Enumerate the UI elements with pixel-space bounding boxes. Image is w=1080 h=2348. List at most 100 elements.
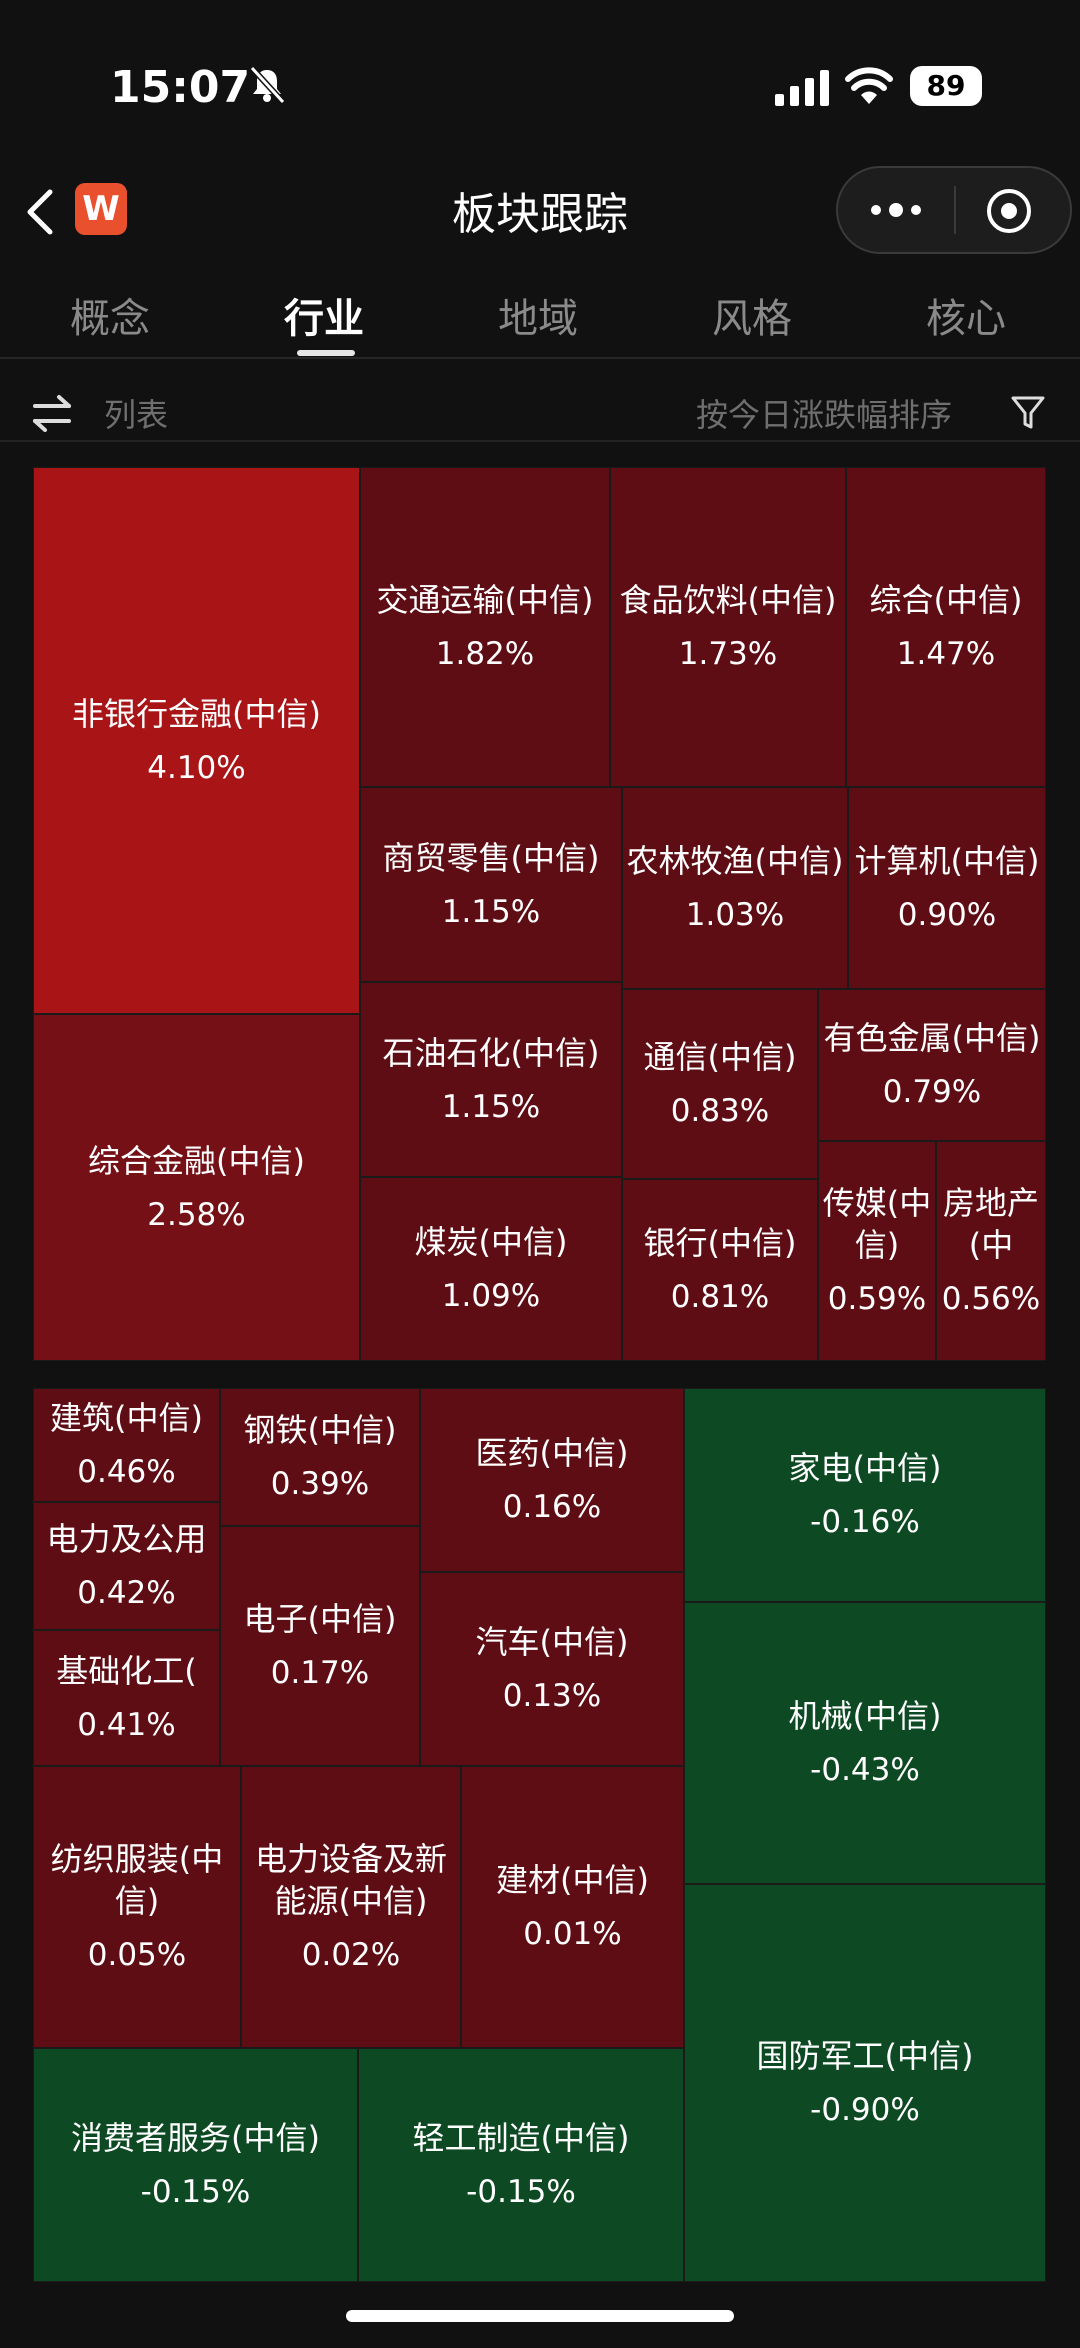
tile-name: 家电(中信): [788, 1449, 942, 1487]
treemap-tile[interactable]: 银行(中信) 0.81%: [622, 1179, 818, 1361]
sort-option[interactable]: 按今日涨跌幅排序: [696, 396, 953, 434]
tile-name: 机械(中信): [788, 1697, 942, 1735]
swap-view-icon[interactable]: [32, 394, 72, 432]
tile-change-percent: -0.15%: [466, 2174, 576, 2210]
treemap-tile[interactable]: 纺织服装(中信) 0.05%: [33, 1766, 241, 2048]
tile-name: 非银行金融(中信): [72, 694, 321, 733]
tile-name: 商贸零售(中信): [382, 838, 600, 877]
tab-industry[interactable]: 行业: [284, 296, 364, 342]
close-miniprogram-icon[interactable]: [986, 188, 1032, 234]
tile-name: 计算机(中信): [854, 842, 1040, 880]
treemap-tile[interactable]: 家电(中信) -0.16%: [684, 1388, 1046, 1602]
tile-change-percent: 0.16%: [502, 1489, 602, 1525]
tile-change-percent: 4.10%: [147, 749, 246, 786]
tab-concept[interactable]: 概念: [70, 296, 150, 342]
tile-change-percent: 0.46%: [77, 1454, 176, 1490]
page-title: 板块跟踪: [452, 189, 628, 240]
tile-change-percent: 1.82%: [435, 636, 535, 672]
tile-name: 电力及公用: [46, 1520, 207, 1558]
treemap-tile[interactable]: 医药(中信) 0.16%: [420, 1388, 684, 1572]
tile-name: 房地产(中: [942, 1184, 1039, 1264]
cellular-signal-icon: [775, 70, 829, 106]
tile-name: 传媒(中信): [822, 1184, 932, 1264]
list-view-toggle[interactable]: 列表: [104, 396, 169, 434]
tile-name: 汽车(中信): [475, 1623, 629, 1661]
treemap-tile[interactable]: 综合(中信) 1.47%: [846, 467, 1046, 787]
tile-change-percent: 0.01%: [523, 1916, 622, 1952]
treemap-tile[interactable]: 交通运输(中信) 1.82%: [360, 467, 610, 787]
tile-change-percent: -0.90%: [810, 2092, 920, 2128]
capsule-divider: [954, 186, 956, 234]
treemap-tile[interactable]: 轻工制造(中信) -0.15%: [358, 2048, 684, 2282]
tile-name: 有色金属(中信): [823, 1019, 1041, 1057]
treemap-tile[interactable]: 电子(中信) 0.17%: [220, 1526, 420, 1766]
treemap-tile[interactable]: 有色金属(中信) 0.79%: [818, 989, 1046, 1141]
active-tab-indicator: [297, 350, 355, 356]
tile-name: 钢铁(中信): [243, 1411, 397, 1449]
treemap-tile[interactable]: 计算机(中信) 0.90%: [848, 787, 1046, 989]
treemap-tile[interactable]: 建材(中信) 0.01%: [461, 1766, 684, 2048]
treemap-tile[interactable]: 国防军工(中信) -0.90%: [684, 1884, 1046, 2282]
tile-name: 电力设备及新能源(中信): [254, 1840, 447, 1920]
tile-change-percent: 2.58%: [147, 1196, 246, 1233]
treemap-tile[interactable]: 机械(中信) -0.43%: [684, 1602, 1046, 1884]
more-dots-icon[interactable]: [868, 200, 924, 220]
treemap-tile[interactable]: 农林牧渔(中信) 1.03%: [622, 787, 848, 989]
treemap-tile[interactable]: 基础化工( 0.41%: [33, 1630, 220, 1766]
bell-muted-icon: [249, 65, 286, 105]
treemap-tile[interactable]: 电力设备及新能源(中信) 0.02%: [241, 1766, 461, 2048]
tile-name: 煤炭(中信): [414, 1223, 568, 1261]
tab-region[interactable]: 地域: [498, 296, 578, 342]
treemap-tile[interactable]: 通信(中信) 0.83%: [622, 989, 818, 1179]
tile-change-percent: 1.47%: [896, 636, 996, 672]
home-indicator: [346, 2310, 734, 2322]
treemap-tile[interactable]: 食品饮料(中信) 1.73%: [610, 467, 846, 787]
tile-change-percent: 0.02%: [301, 1937, 401, 1973]
app-logo: W: [75, 183, 127, 235]
tile-change-percent: 0.05%: [87, 1937, 187, 1973]
tile-change-percent: 0.81%: [670, 1279, 770, 1315]
tile-change-percent: 0.56%: [941, 1281, 1041, 1317]
tile-name: 基础化工(: [56, 1652, 197, 1690]
tile-name: 电子(中信): [243, 1600, 397, 1638]
treemap-tile[interactable]: 房地产(中 0.56%: [936, 1141, 1046, 1361]
tile-change-percent: 0.39%: [270, 1466, 370, 1502]
treemap-tile[interactable]: 综合金融(中信) 2.58%: [33, 1014, 360, 1361]
tile-change-percent: 0.17%: [270, 1655, 370, 1691]
treemap-tile[interactable]: 煤炭(中信) 1.09%: [360, 1177, 622, 1361]
tile-change-percent: 0.41%: [77, 1707, 176, 1743]
tab-core[interactable]: 核心: [926, 296, 1006, 342]
treemap-tile[interactable]: 传媒(中信) 0.59%: [818, 1141, 936, 1361]
back-arrow-icon[interactable]: [22, 186, 58, 238]
tile-change-percent: 1.03%: [685, 897, 785, 933]
tile-name: 石油石化(中信): [382, 1033, 600, 1072]
treemap-tile[interactable]: 建筑(中信) 0.46%: [33, 1388, 220, 1502]
treemap-tile[interactable]: 钢铁(中信) 0.39%: [220, 1388, 420, 1526]
tile-name: 通信(中信): [643, 1038, 797, 1076]
filter-icon[interactable]: [1010, 394, 1046, 432]
treemap-tile[interactable]: 消费者服务(中信) -0.15%: [33, 2048, 358, 2282]
tab-style[interactable]: 风格: [712, 296, 792, 342]
treemap-tile[interactable]: 电力及公用 0.42%: [33, 1502, 220, 1630]
tile-name: 医药(中信): [475, 1434, 629, 1472]
tile-name: 食品饮料(中信): [619, 581, 837, 619]
tile-change-percent: 0.83%: [670, 1093, 770, 1129]
tile-change-percent: 0.90%: [897, 897, 997, 933]
tile-change-percent: 1.09%: [441, 1278, 541, 1314]
treemap-tile[interactable]: 石油石化(中信) 1.15%: [360, 982, 622, 1177]
treemap-tile[interactable]: 商贸零售(中信) 1.15%: [360, 787, 622, 982]
tile-name: 建材(中信): [496, 1861, 649, 1899]
tile-change-percent: -0.15%: [140, 2174, 251, 2210]
wifi-icon: [845, 67, 893, 104]
treemap-tile[interactable]: 汽车(中信) 0.13%: [420, 1572, 684, 1766]
tile-change-percent: -0.16%: [810, 1504, 920, 1540]
tile-name: 国防军工(中信): [756, 2037, 974, 2075]
tile-change-percent: -0.43%: [810, 1752, 920, 1788]
status-time: 15:07: [110, 62, 251, 113]
tile-change-percent: 0.79%: [882, 1074, 982, 1110]
tile-name: 轻工制造(中信): [412, 2119, 630, 2157]
tile-change-percent: 1.15%: [441, 1088, 541, 1125]
tile-change-percent: 0.59%: [827, 1281, 927, 1317]
treemap-tile[interactable]: 非银行金融(中信) 4.10%: [33, 467, 360, 1014]
tile-change-percent: 0.13%: [502, 1678, 602, 1714]
